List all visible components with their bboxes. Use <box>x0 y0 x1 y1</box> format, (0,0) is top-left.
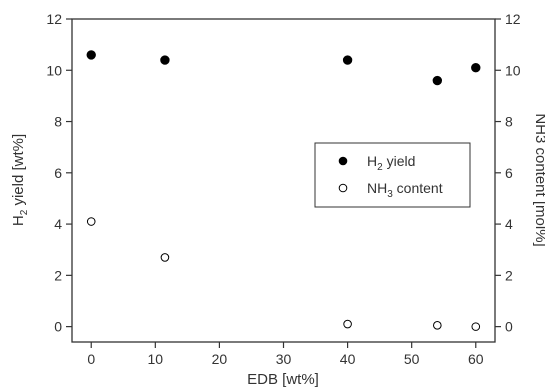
x-tick-label: 50 <box>404 351 420 367</box>
right-y-tick-label: 0 <box>505 319 513 335</box>
nh3-content-point <box>160 253 170 262</box>
legend: H2 yield NH3 content <box>314 142 471 208</box>
left-y-tick-label: 2 <box>54 267 62 283</box>
left-y-tick-label: 0 <box>54 319 62 335</box>
legend-label-h2-yield: H2 yield <box>367 153 415 173</box>
nh3-content-point <box>433 321 442 330</box>
x-tick-label: 20 <box>212 351 228 367</box>
x-tick-label: 40 <box>340 351 356 367</box>
data-points <box>86 50 481 331</box>
x-axis-ticks: 0 10 20 30 40 50 60 <box>87 342 484 367</box>
h2-yield-point <box>342 55 353 65</box>
x-tick-label: 0 <box>87 351 95 367</box>
x-tick-label: 30 <box>276 351 292 367</box>
right-y-tick-label: 10 <box>505 62 521 78</box>
h2-yield-point <box>471 63 481 73</box>
left-y-tick-label: 8 <box>54 114 62 130</box>
legend-marker-h2-yield <box>338 156 348 166</box>
legend-box <box>314 142 471 208</box>
nh3-content-point <box>343 319 352 329</box>
left-y-tick-label: 6 <box>54 165 62 181</box>
h2-yield-point <box>160 55 170 65</box>
h2-yield-point <box>432 75 443 86</box>
left-y-tick-label: 4 <box>54 216 62 232</box>
h2-yield-point <box>86 50 96 60</box>
nh3-content-point <box>471 322 481 331</box>
right-y-axis-ticks: 0 2 4 6 8 10 12 <box>495 11 521 335</box>
right-y-tick-label: 6 <box>505 165 513 181</box>
right-y-tick-label: 12 <box>505 11 521 27</box>
left-y-axis-title: H2 yield [wt%] <box>10 134 30 226</box>
x-axis-title: EDB [wt%] <box>247 371 319 388</box>
legend-marker-nh3-content <box>338 183 348 193</box>
nh3-content-point <box>86 217 96 226</box>
right-y-tick-label: 2 <box>505 267 513 283</box>
legend-label-nh3-content: NH3 content <box>367 180 443 200</box>
right-y-tick-label: 4 <box>505 216 513 232</box>
left-y-tick-label: 12 <box>46 11 62 27</box>
x-tick-label: 10 <box>148 351 164 367</box>
x-tick-label: 60 <box>468 351 484 367</box>
right-y-axis-title: NH3 content [mol%] <box>532 113 545 246</box>
left-y-tick-label: 10 <box>46 62 62 78</box>
left-y-axis-ticks: 0 2 4 6 8 10 12 <box>46 11 72 335</box>
right-y-tick-label: 8 <box>505 114 513 130</box>
